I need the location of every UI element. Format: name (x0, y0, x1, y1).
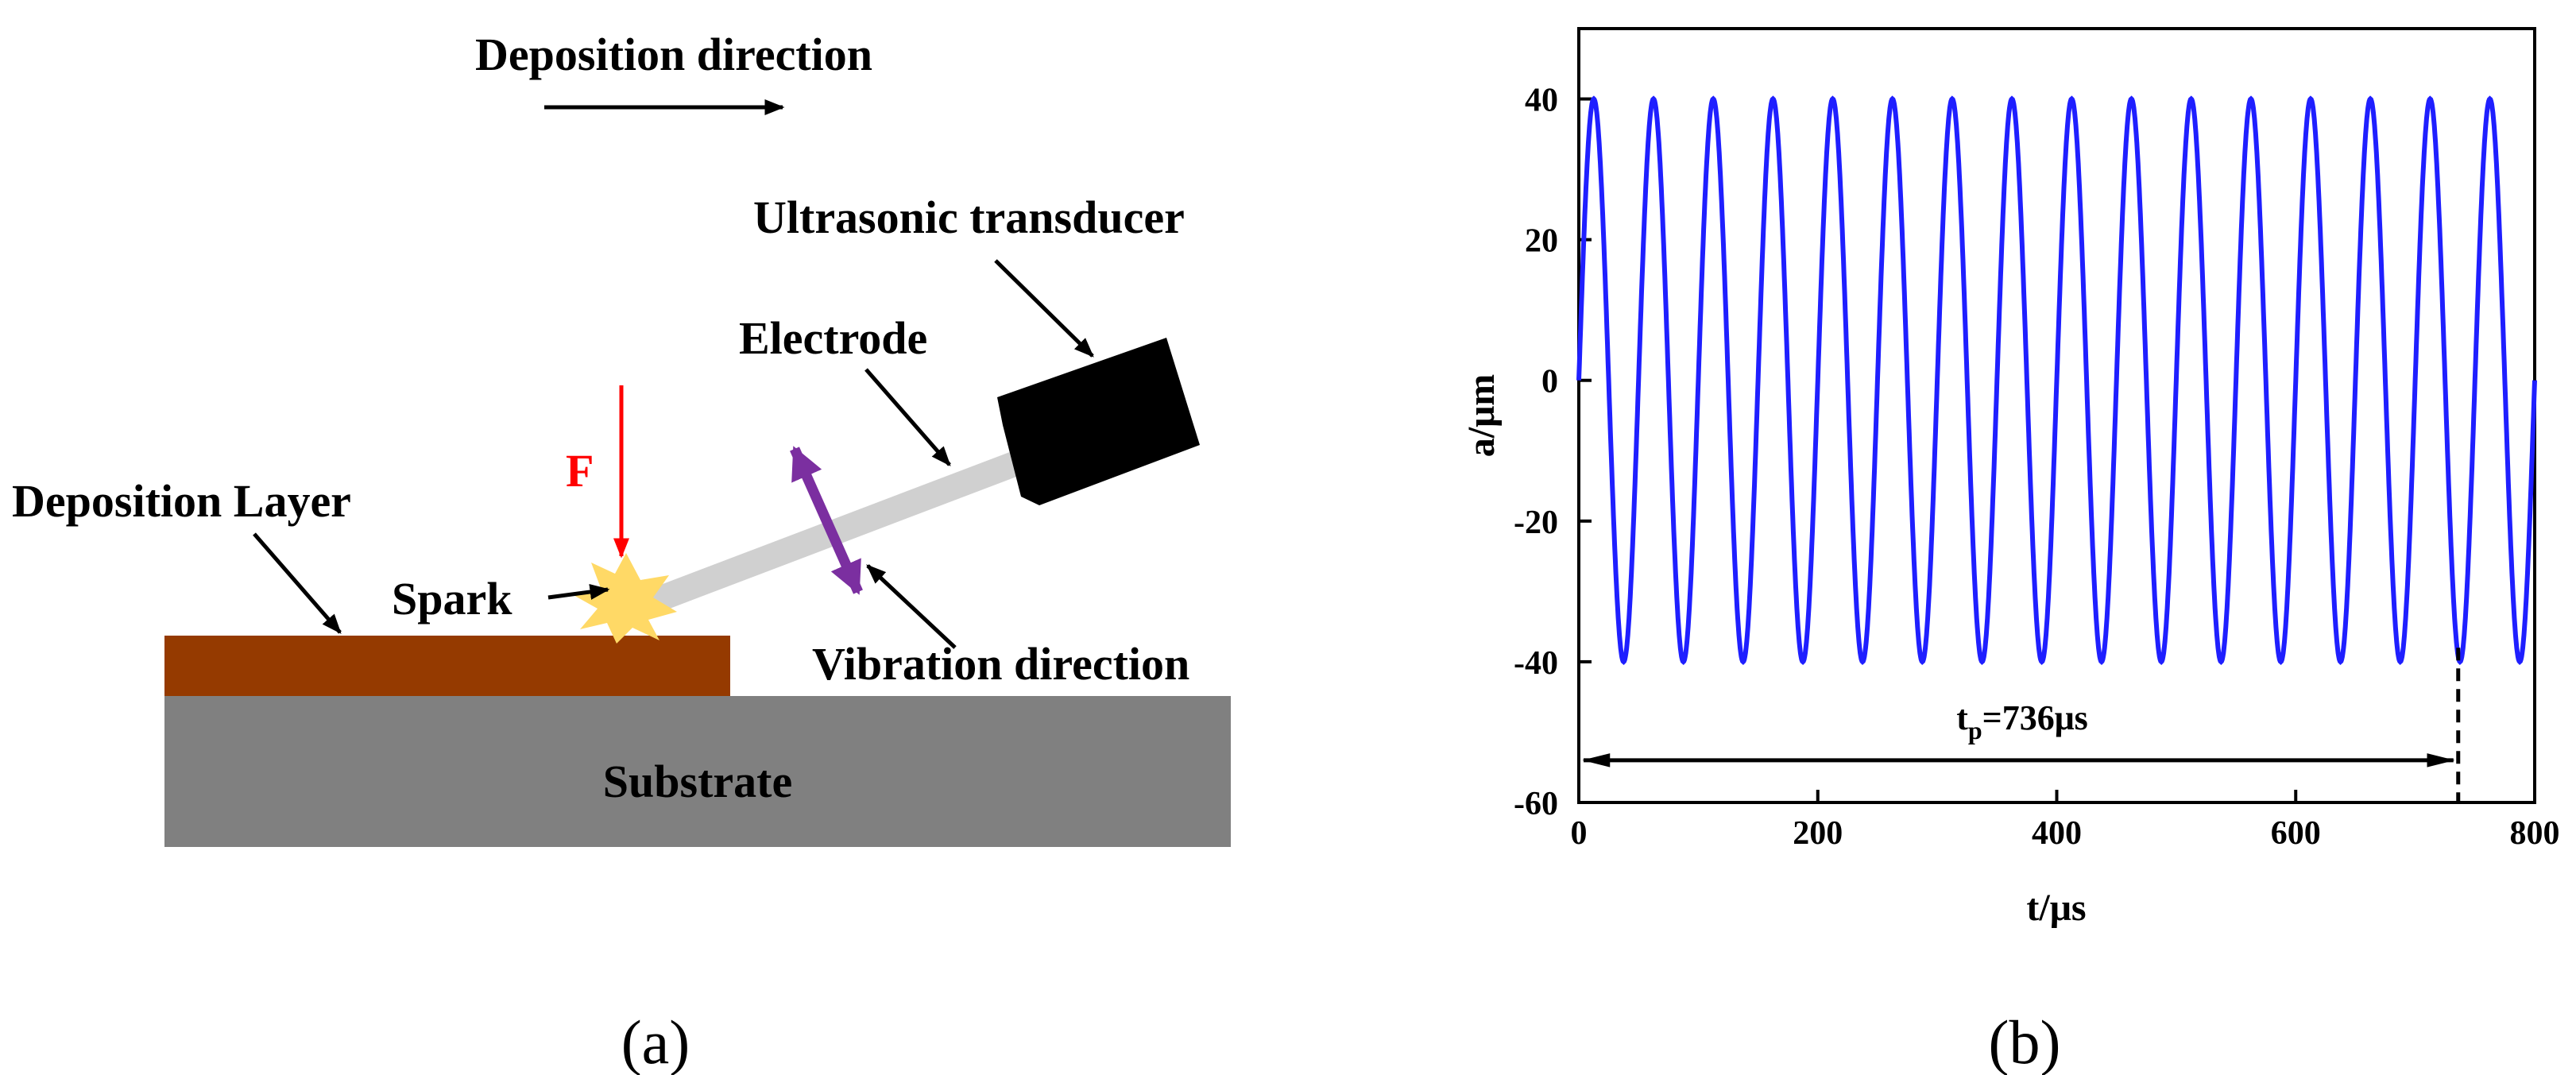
tp-main: t (1956, 698, 1968, 737)
ultrasonic-transducer-body (997, 338, 1200, 505)
pulse-duration-annotation: tp=736μs (1956, 698, 2088, 744)
vibration-direction-arrow (790, 446, 863, 595)
y-tick-label: 40 (1525, 83, 1558, 119)
spark-pointer (547, 584, 610, 600)
x-tick-label: 0 (1571, 815, 1588, 852)
panel-a-schematic: Deposition direction Substrate Depositio… (12, 29, 1231, 1075)
tp-value: =736μs (1982, 698, 2088, 737)
amplitude-series-line (1576, 95, 2537, 666)
x-axis-ticks: 0 200 400 600 800 (1571, 790, 2560, 852)
ultrasonic-transducer-pointer (994, 259, 1094, 358)
substrate-block (164, 696, 1231, 847)
panel-b-label: (b) (1989, 1007, 2061, 1075)
y-tick-label: 0 (1541, 364, 1558, 400)
deposition-direction-label: Deposition direction (475, 29, 872, 80)
vibration-direction-pointer (866, 564, 957, 649)
force-label: F (566, 445, 594, 497)
x-tick-label: 400 (2032, 815, 2082, 852)
deposition-layer-pointer (253, 532, 342, 634)
y-tick-label: -60 (1514, 786, 1558, 822)
panel-a-label: (a) (621, 1007, 690, 1075)
substrate-label: Substrate (603, 756, 792, 807)
x-tick-label: 600 (2271, 815, 2321, 852)
y-tick-label: -40 (1514, 645, 1558, 682)
x-tick-label: 200 (1793, 815, 1843, 852)
deposition-layer-block (164, 636, 730, 696)
x-axis-title: t/μs (2026, 887, 2086, 929)
spark-label: Spark (392, 573, 512, 625)
tp-subscript: p (1968, 716, 1982, 744)
electrode-label: Electrode (739, 312, 927, 364)
spark-burst (572, 553, 677, 644)
y-tick-label: 20 (1525, 223, 1558, 260)
deposition-layer-label: Deposition Layer (12, 475, 351, 527)
ultrasonic-transducer-label: Ultrasonic transducer (753, 191, 1185, 243)
y-axis-ticks: 40 20 0 -20 -40 -60 (1514, 83, 1592, 822)
electrode-rod (617, 447, 1031, 625)
vibration-direction-label: Vibration direction (812, 638, 1189, 690)
x-tick-label: 800 (2510, 815, 2560, 852)
y-axis-title: a/μm (1460, 374, 1503, 458)
electrode-pointer (864, 368, 951, 466)
y-tick-label: -20 (1514, 505, 1558, 541)
